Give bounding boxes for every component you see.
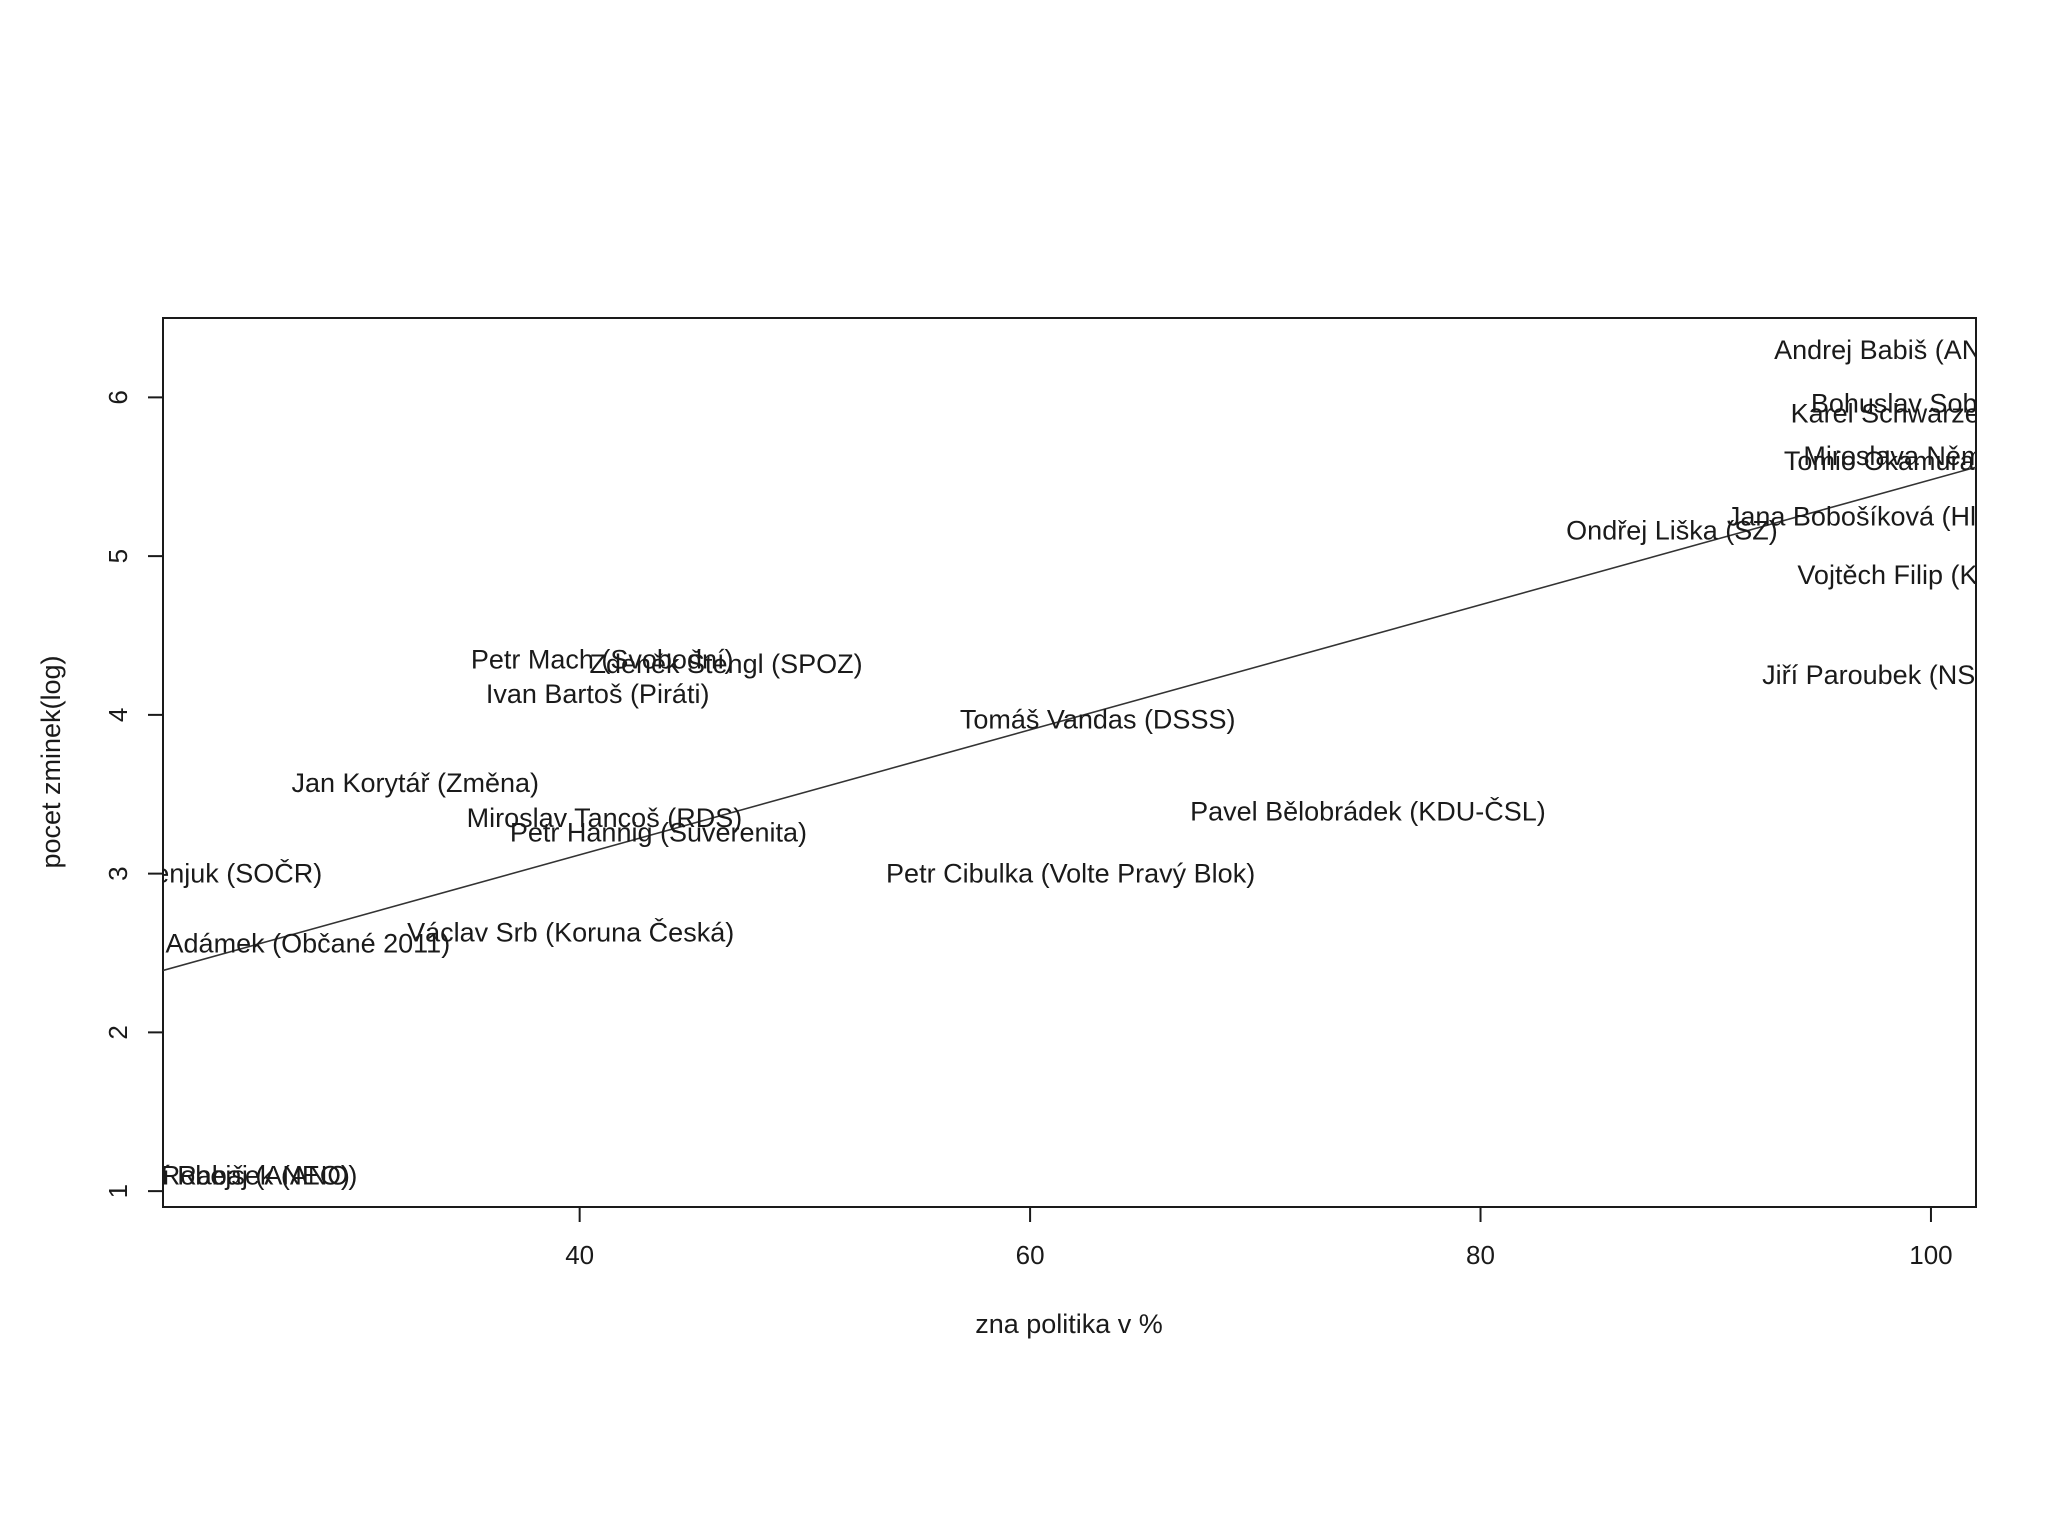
point-label: Miroslav Tancoš (RDS) xyxy=(467,803,743,833)
regression-line xyxy=(163,466,1976,972)
x-tick-label: 80 xyxy=(1466,1240,1495,1270)
point-label: Andrej Babiš (ANO) xyxy=(1774,335,2011,365)
point-label: Petr Hannig (Suverenita) xyxy=(510,817,807,847)
point-label: Karel Schwarzenberg xyxy=(1791,398,2048,428)
x-tick-label: 60 xyxy=(1016,1240,1045,1270)
y-tick-label: 3 xyxy=(103,866,133,880)
y-tick-label: 4 xyxy=(103,708,133,722)
x-tick-label: 40 xyxy=(565,1240,594,1270)
point-label: Miroslava Němcová xyxy=(1803,441,2041,471)
point-label: Ivan Bartoš (Piráti) xyxy=(486,679,710,709)
point-label: Vratislav Senjuk (SOČR) xyxy=(26,858,322,889)
point-label: Tomáš Vandas (DSSS) xyxy=(960,705,1236,735)
point-label: Petr Cibulka (Volte Pravý Blok) xyxy=(886,859,1255,889)
plot-area: Andrej Babiš (ANO) Bohuslav SobotkaKarel … xyxy=(26,335,2048,1190)
y-axis-label: pocet zminek(log) xyxy=(36,655,66,868)
point-label: Václav Srb (Koruna Česká) xyxy=(407,916,734,947)
y-tick-label: 5 xyxy=(103,549,133,563)
y-tick-label: 6 xyxy=(103,390,133,404)
x-axis: 40 60 80 100 xyxy=(565,1207,1953,1270)
point-label: Petr Mach (Svobodní) xyxy=(471,644,734,674)
y-tick-label: 2 xyxy=(103,1025,133,1039)
point-label: Petr Robejšek (ANO) xyxy=(104,1160,358,1190)
point-label: Tomio Okamura (Úsvit) xyxy=(1784,445,2048,476)
point-label: Jan Korytář (Změna) xyxy=(291,768,539,798)
point-label: Bohuslav Sobotka xyxy=(1811,389,2030,419)
point-label: Jana Bobošíková (Hlavu vzhůru) xyxy=(1727,501,2048,531)
point-label: Jiří Paroubek (NS-LEV 21) xyxy=(1762,660,2048,690)
x-tick-label: 100 xyxy=(1909,1240,1952,1270)
y-tick-label: 1 xyxy=(103,1184,133,1198)
y-axis: 1 2 3 4 5 6 xyxy=(103,390,163,1198)
point-label: Jiří Adámek (Občané 2011) xyxy=(124,928,451,958)
x-axis-label: zna politika v % xyxy=(975,1309,1163,1339)
point-label: Ondřej Liška (SZ) xyxy=(1566,516,1778,546)
plot-frame xyxy=(162,317,1977,1208)
point-label: Pavel Bělobrádek (KDU-ČSL) xyxy=(1190,796,1546,827)
point-label: Jiří Rabaj (ANEO) xyxy=(134,1160,350,1190)
point-label: Vojtěch Filip (KSČM) xyxy=(1797,559,2046,590)
point-label: Zdeněk Štengl (SPOZ) xyxy=(589,648,862,679)
